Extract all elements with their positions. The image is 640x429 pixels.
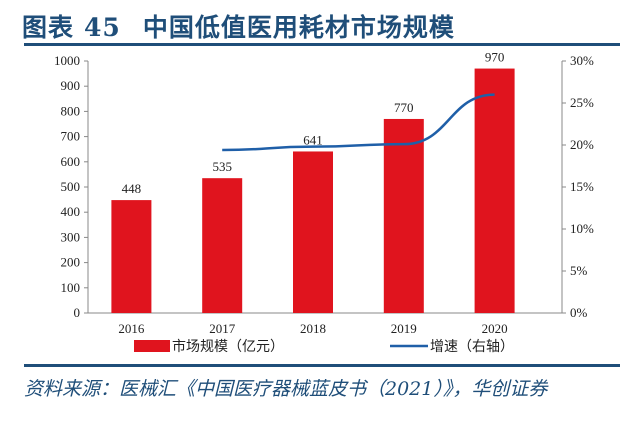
bar-data-label: 770 — [394, 100, 414, 115]
x-tick-label: 2017 — [209, 321, 236, 336]
left-tick-label: 200 — [61, 255, 81, 270]
right-tick-label: 10% — [570, 221, 594, 236]
left-tick-label: 900 — [61, 78, 81, 93]
right-tick-label: 0% — [570, 305, 588, 320]
right-tick-label: 5% — [570, 263, 588, 278]
bar-data-label: 970 — [485, 50, 505, 65]
x-tick-label: 2016 — [118, 321, 145, 336]
left-tick-label: 400 — [61, 204, 81, 219]
legend-line-label: 增速（右轴） — [430, 339, 514, 355]
bar — [383, 118, 424, 314]
title-rule — [24, 43, 620, 46]
left-tick-label: 800 — [61, 103, 81, 118]
right-tick-label: 20% — [570, 137, 594, 152]
right-tick-label: 15% — [570, 179, 594, 194]
bar-data-label: 641 — [303, 132, 323, 147]
bar-data-label: 448 — [122, 181, 142, 196]
x-tick-label: 2018 — [300, 321, 326, 336]
right-tick-label: 30% — [570, 53, 594, 68]
x-tick-label: 2019 — [391, 321, 417, 336]
left-tick-label: 1000 — [54, 53, 80, 68]
left-tick-label: 700 — [61, 129, 81, 144]
growth-line — [222, 93, 495, 152]
left-tick-label: 100 — [61, 280, 81, 295]
title-text: 中国低值医用耗材市场规模 — [142, 13, 455, 42]
left-tick-label: 500 — [61, 179, 81, 194]
title-number: 45 — [84, 13, 121, 42]
source-rule — [24, 364, 620, 367]
title-label: 图表 — [22, 13, 75, 42]
chart-title: 图表 45 中国低值医用耗材市场规模 — [22, 8, 455, 44]
bar — [111, 200, 152, 313]
bar — [202, 178, 243, 313]
legend-bar-swatch — [134, 340, 170, 352]
bar — [474, 68, 515, 313]
left-tick-label: 300 — [61, 229, 81, 244]
bar — [293, 151, 333, 313]
legend-bar-label: 市场规模（亿元） — [172, 338, 284, 355]
left-tick-label: 600 — [61, 154, 81, 169]
x-tick-label: 2020 — [482, 321, 508, 336]
left-tick-label: 0 — [74, 305, 81, 320]
bar-data-label: 535 — [212, 159, 232, 174]
source-note: 资料来源：医械汇《中国医疗器械蓝皮书（2021）》，华创证券 — [24, 378, 548, 400]
right-tick-label: 25% — [570, 95, 594, 110]
